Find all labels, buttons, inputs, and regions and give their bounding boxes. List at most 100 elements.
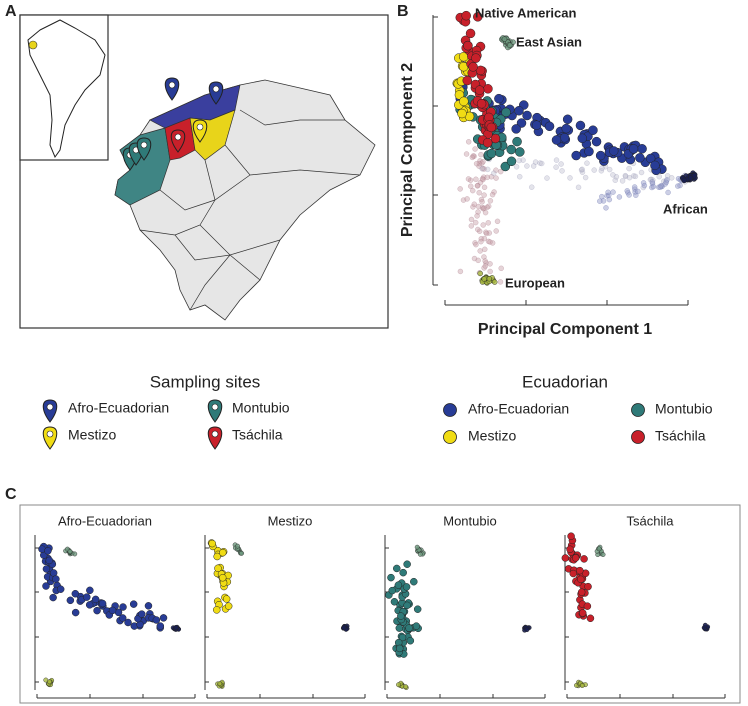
point xyxy=(469,154,476,161)
point xyxy=(578,609,587,617)
point xyxy=(613,174,620,180)
point xyxy=(482,246,488,253)
point xyxy=(239,550,245,556)
point xyxy=(579,166,585,173)
point xyxy=(473,12,483,22)
point xyxy=(571,150,581,161)
point xyxy=(465,139,472,145)
point xyxy=(463,40,473,51)
point xyxy=(479,160,485,166)
point xyxy=(471,53,481,63)
point xyxy=(98,599,107,608)
pin-hole xyxy=(174,133,182,141)
point xyxy=(484,204,490,211)
point xyxy=(473,176,479,183)
point xyxy=(631,184,638,190)
point xyxy=(56,585,65,593)
point xyxy=(567,532,575,540)
point xyxy=(650,183,657,190)
point xyxy=(569,569,578,578)
point xyxy=(483,84,493,94)
point xyxy=(532,159,539,165)
point xyxy=(460,197,467,203)
point xyxy=(341,625,347,631)
legend-dot xyxy=(443,403,457,417)
point xyxy=(470,153,476,159)
point xyxy=(475,203,482,210)
point xyxy=(584,582,592,591)
point xyxy=(580,555,588,563)
point xyxy=(489,240,496,246)
point xyxy=(516,157,522,164)
point xyxy=(144,602,153,610)
site-pin xyxy=(42,399,58,423)
point xyxy=(511,124,521,134)
point xyxy=(650,160,660,171)
point xyxy=(506,156,517,167)
point xyxy=(413,605,422,613)
point xyxy=(471,201,478,207)
point xyxy=(481,166,487,172)
point xyxy=(491,189,497,195)
point xyxy=(467,177,474,184)
point xyxy=(610,172,616,178)
legend-text: Montubio xyxy=(655,401,713,417)
point xyxy=(528,184,535,190)
point xyxy=(235,543,241,549)
subplot-title: Mestizo xyxy=(268,513,313,528)
point xyxy=(83,593,91,601)
point xyxy=(468,223,475,229)
point xyxy=(479,165,485,172)
point xyxy=(516,173,523,180)
point xyxy=(645,153,656,164)
point xyxy=(417,551,423,557)
point xyxy=(591,167,597,173)
legend-title: Ecuadorian xyxy=(522,372,608,391)
point xyxy=(472,240,478,246)
point xyxy=(608,146,619,156)
point xyxy=(469,187,476,194)
point xyxy=(497,168,504,175)
panel-label: C xyxy=(5,486,17,503)
point xyxy=(219,548,227,557)
pin-hole xyxy=(46,403,54,411)
point xyxy=(514,105,524,116)
point xyxy=(482,137,493,148)
point xyxy=(471,153,477,159)
point xyxy=(457,108,467,119)
point xyxy=(584,146,594,157)
point xyxy=(512,136,522,147)
point xyxy=(494,218,501,225)
point xyxy=(406,636,415,645)
point xyxy=(472,146,478,152)
point xyxy=(576,566,584,575)
point xyxy=(488,173,495,180)
point xyxy=(562,114,573,125)
point xyxy=(487,268,493,275)
point xyxy=(476,189,482,196)
point xyxy=(93,606,101,615)
point xyxy=(402,583,411,591)
reference-label: East Asian xyxy=(516,34,582,49)
point xyxy=(481,192,487,198)
point xyxy=(665,189,671,196)
point xyxy=(606,166,613,173)
point xyxy=(600,552,606,557)
point xyxy=(138,610,146,618)
point xyxy=(398,633,407,642)
point xyxy=(668,175,675,181)
point xyxy=(628,144,639,154)
point xyxy=(46,679,52,685)
point xyxy=(476,163,482,169)
legend-dot xyxy=(631,403,645,417)
point xyxy=(501,36,508,42)
point xyxy=(577,588,586,596)
point xyxy=(538,160,545,167)
point xyxy=(599,193,605,200)
point xyxy=(477,179,484,186)
point xyxy=(464,196,470,202)
point xyxy=(520,157,526,163)
point xyxy=(641,182,648,189)
point xyxy=(462,75,472,86)
point xyxy=(480,222,486,228)
